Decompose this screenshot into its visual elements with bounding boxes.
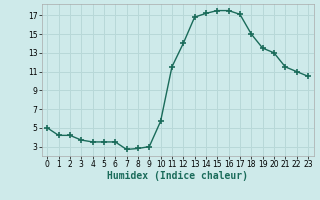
X-axis label: Humidex (Indice chaleur): Humidex (Indice chaleur) <box>107 171 248 181</box>
